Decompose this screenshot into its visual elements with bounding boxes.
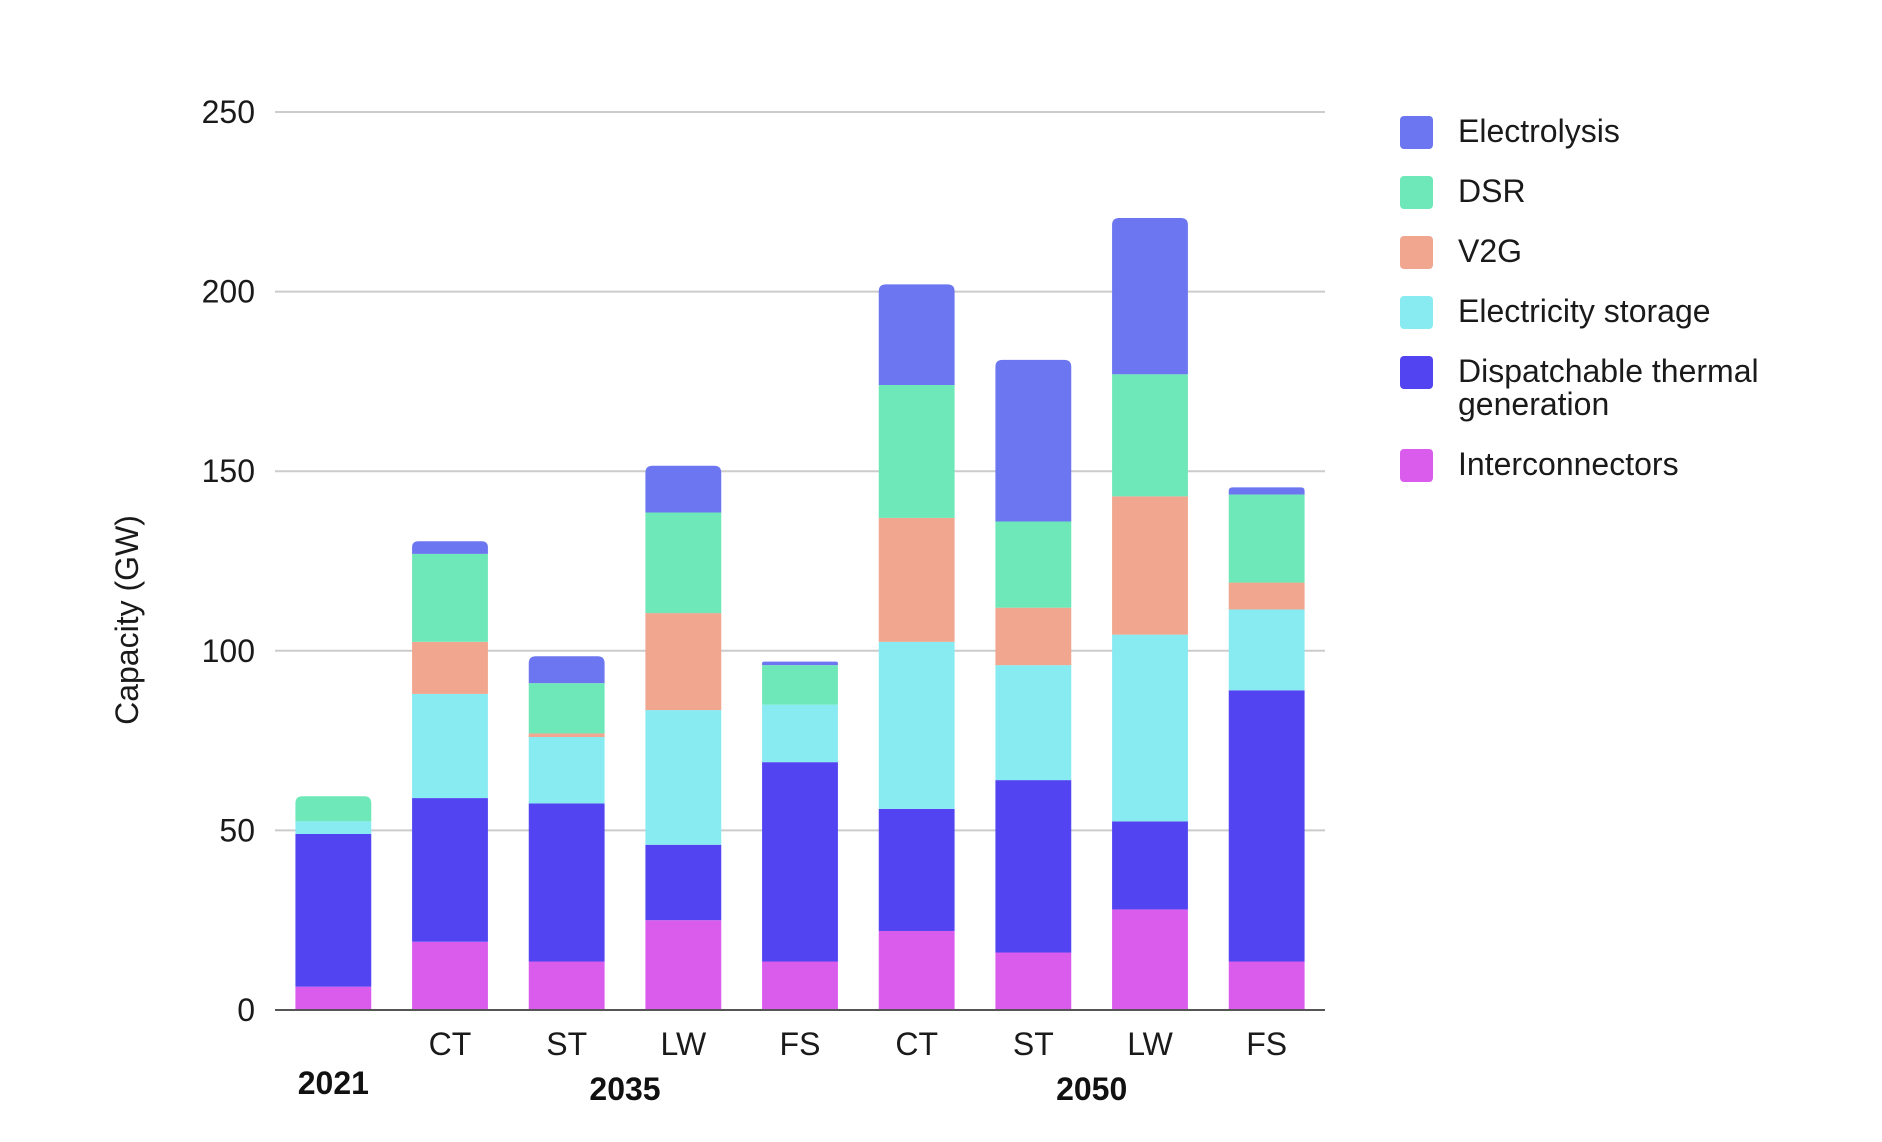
bar-segment-dsr (762, 665, 838, 705)
x-tick-label: CT (429, 1026, 472, 1062)
bar-segment-v2g (412, 641, 488, 694)
bar-segment-electricity-storage (878, 641, 955, 809)
bar-segment-electricity-storage (412, 693, 488, 799)
x-tick-label: CT (895, 1026, 938, 1062)
bar-segment-interconnectors (528, 961, 605, 1010)
bar-segment-electrolysis (412, 541, 488, 554)
bar-segment-electrolysis (1228, 487, 1305, 495)
legend-swatch (1400, 236, 1433, 269)
bar-segment-dispatchable-thermal-generation (1112, 821, 1188, 910)
bar-segment-electricity-storage (1112, 634, 1188, 822)
bar-segment-electrolysis (762, 661, 838, 666)
legend: Electrolysis DSR V2G Electricity storage Dis… (1400, 113, 1759, 482)
bar-segment-v2g (1228, 582, 1305, 610)
bar-segment-electricity-storage (1228, 609, 1305, 691)
y-tick-label: 200 (202, 274, 255, 310)
bar-segment-interconnectors (295, 986, 372, 1010)
y-axis-title: Capacity (GW) (109, 515, 145, 725)
x-tick-label: FS (780, 1026, 821, 1062)
x-axis-ticks: CT ST LW FS CT ST LW FS (429, 1026, 1287, 1062)
bar-segment-electricity-storage (645, 710, 722, 845)
bar-segment-electricity-storage (762, 704, 838, 763)
bar-segment-dsr (528, 683, 605, 734)
bar-segment-dsr (295, 796, 372, 822)
legend-swatch (1400, 356, 1433, 389)
bar-segment-dispatchable-thermal-generation (995, 780, 1072, 953)
bar-segment-electrolysis (528, 656, 605, 684)
bar-segment-v2g (878, 517, 955, 642)
x-tick-label: ST (1013, 1026, 1054, 1062)
bar-segment-electricity-storage (528, 737, 605, 804)
x-tick-label: LW (661, 1026, 707, 1062)
bar-segment-electricity-storage (995, 665, 1072, 781)
x-tick-label: FS (1246, 1026, 1287, 1062)
y-tick-label: 50 (219, 812, 255, 848)
bars (295, 217, 1305, 1010)
bar-segment-dispatchable-thermal-generation (295, 833, 372, 987)
x-axis-groups: 2021 2035 2050 (298, 1065, 1128, 1107)
bar-segment-v2g (528, 733, 605, 738)
bar-segment-interconnectors (412, 941, 488, 1010)
bar-segment-electrolysis (878, 284, 955, 385)
bar-segment-dispatchable-thermal-generation (762, 762, 838, 962)
legend-swatch (1400, 116, 1433, 149)
bar-segment-dsr (1228, 494, 1305, 583)
bar-segment-dispatchable-thermal-generation (1228, 690, 1305, 962)
bar-segment-interconnectors (1112, 909, 1188, 1010)
y-tick-label: 100 (202, 633, 255, 669)
bar-segment-dispatchable-thermal-generation (645, 844, 722, 921)
legend-label: Dispatchable thermal generation (1458, 353, 1759, 422)
bar-segment-dispatchable-thermal-generation (878, 808, 955, 931)
x-tick-label: ST (546, 1026, 587, 1062)
bar-segment-dsr (412, 553, 488, 642)
bar-segment-interconnectors (878, 930, 955, 1010)
legend-swatch (1400, 176, 1433, 209)
legend-label: V2G (1458, 233, 1522, 269)
y-tick-label: 150 (202, 453, 255, 489)
legend-swatch (1400, 296, 1433, 329)
y-tick-label: 250 (202, 94, 255, 130)
bar-segment-electrolysis (995, 359, 1072, 522)
legend-label: Electrolysis (1458, 113, 1620, 149)
bar-segment-interconnectors (1228, 961, 1305, 1010)
bar-segment-electrolysis (645, 465, 722, 513)
bar-segment-dispatchable-thermal-generation (412, 798, 488, 942)
x-tick-label: LW (1127, 1026, 1173, 1062)
legend-label: Electricity storage (1458, 293, 1711, 329)
y-axis-ticks: 0 50 100 150 200 250 (202, 94, 255, 1028)
x-group-label: 2050 (1056, 1071, 1127, 1107)
legend-label: DSR (1458, 173, 1526, 209)
bar-segment-dsr (995, 521, 1072, 608)
bar-segment-dsr (645, 512, 722, 614)
bar-segment-interconnectors (645, 920, 722, 1010)
bar-segment-electricity-storage (295, 821, 372, 834)
y-tick-label: 0 (237, 992, 255, 1028)
bar-segment-dispatchable-thermal-generation (528, 803, 605, 962)
bar-segment-v2g (1112, 496, 1188, 635)
bar-segment-interconnectors (762, 961, 838, 1010)
bar-segment-dsr (878, 384, 955, 518)
bar-segment-v2g (995, 607, 1072, 666)
legend-swatch (1400, 449, 1433, 482)
bar-segment-interconnectors (995, 952, 1072, 1010)
legend-label: Interconnectors (1458, 446, 1679, 482)
x-group-label: 2021 (298, 1065, 369, 1101)
bar-segment-dsr (1112, 374, 1188, 497)
bar-segment-electrolysis (1112, 217, 1188, 375)
bar-segment-v2g (645, 613, 722, 711)
x-group-label: 2035 (589, 1071, 660, 1107)
